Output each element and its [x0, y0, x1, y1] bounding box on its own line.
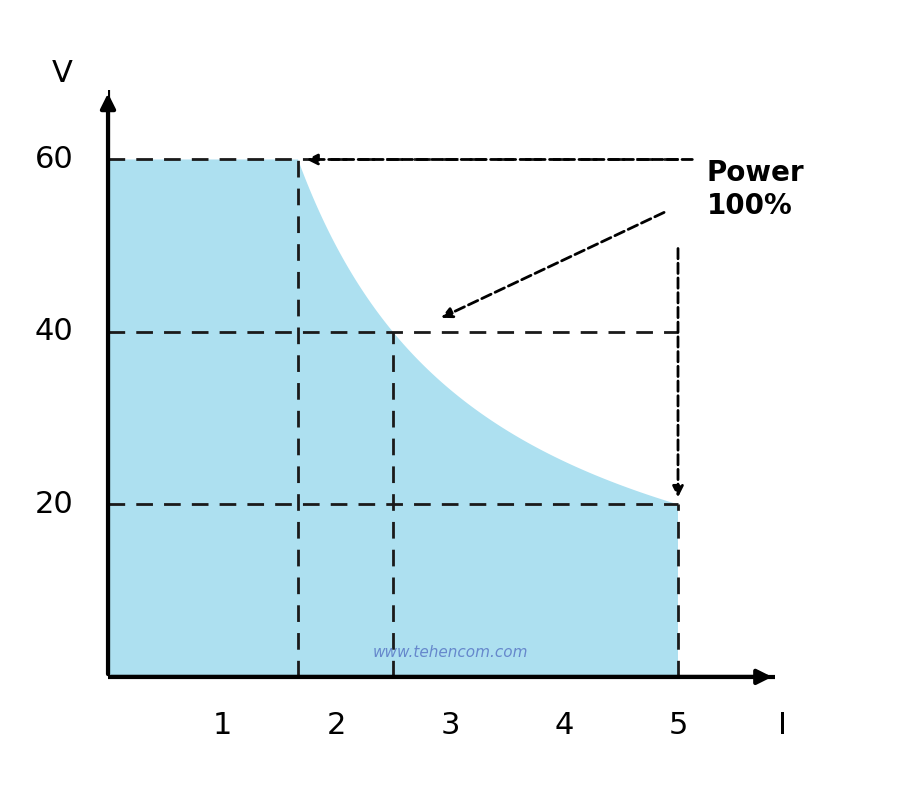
Text: www.tehencom.com: www.tehencom.com	[373, 645, 527, 660]
Text: V: V	[52, 58, 73, 88]
Polygon shape	[108, 159, 678, 677]
Text: 1: 1	[212, 711, 231, 740]
Text: I: I	[778, 711, 788, 740]
Text: 40: 40	[35, 318, 74, 346]
Text: 60: 60	[35, 145, 74, 174]
Text: Power
100%: Power 100%	[706, 159, 804, 220]
Text: 2: 2	[327, 711, 346, 740]
Text: 20: 20	[35, 490, 74, 519]
Text: 5: 5	[669, 711, 688, 740]
Text: 4: 4	[554, 711, 573, 740]
Text: 3: 3	[440, 711, 460, 740]
